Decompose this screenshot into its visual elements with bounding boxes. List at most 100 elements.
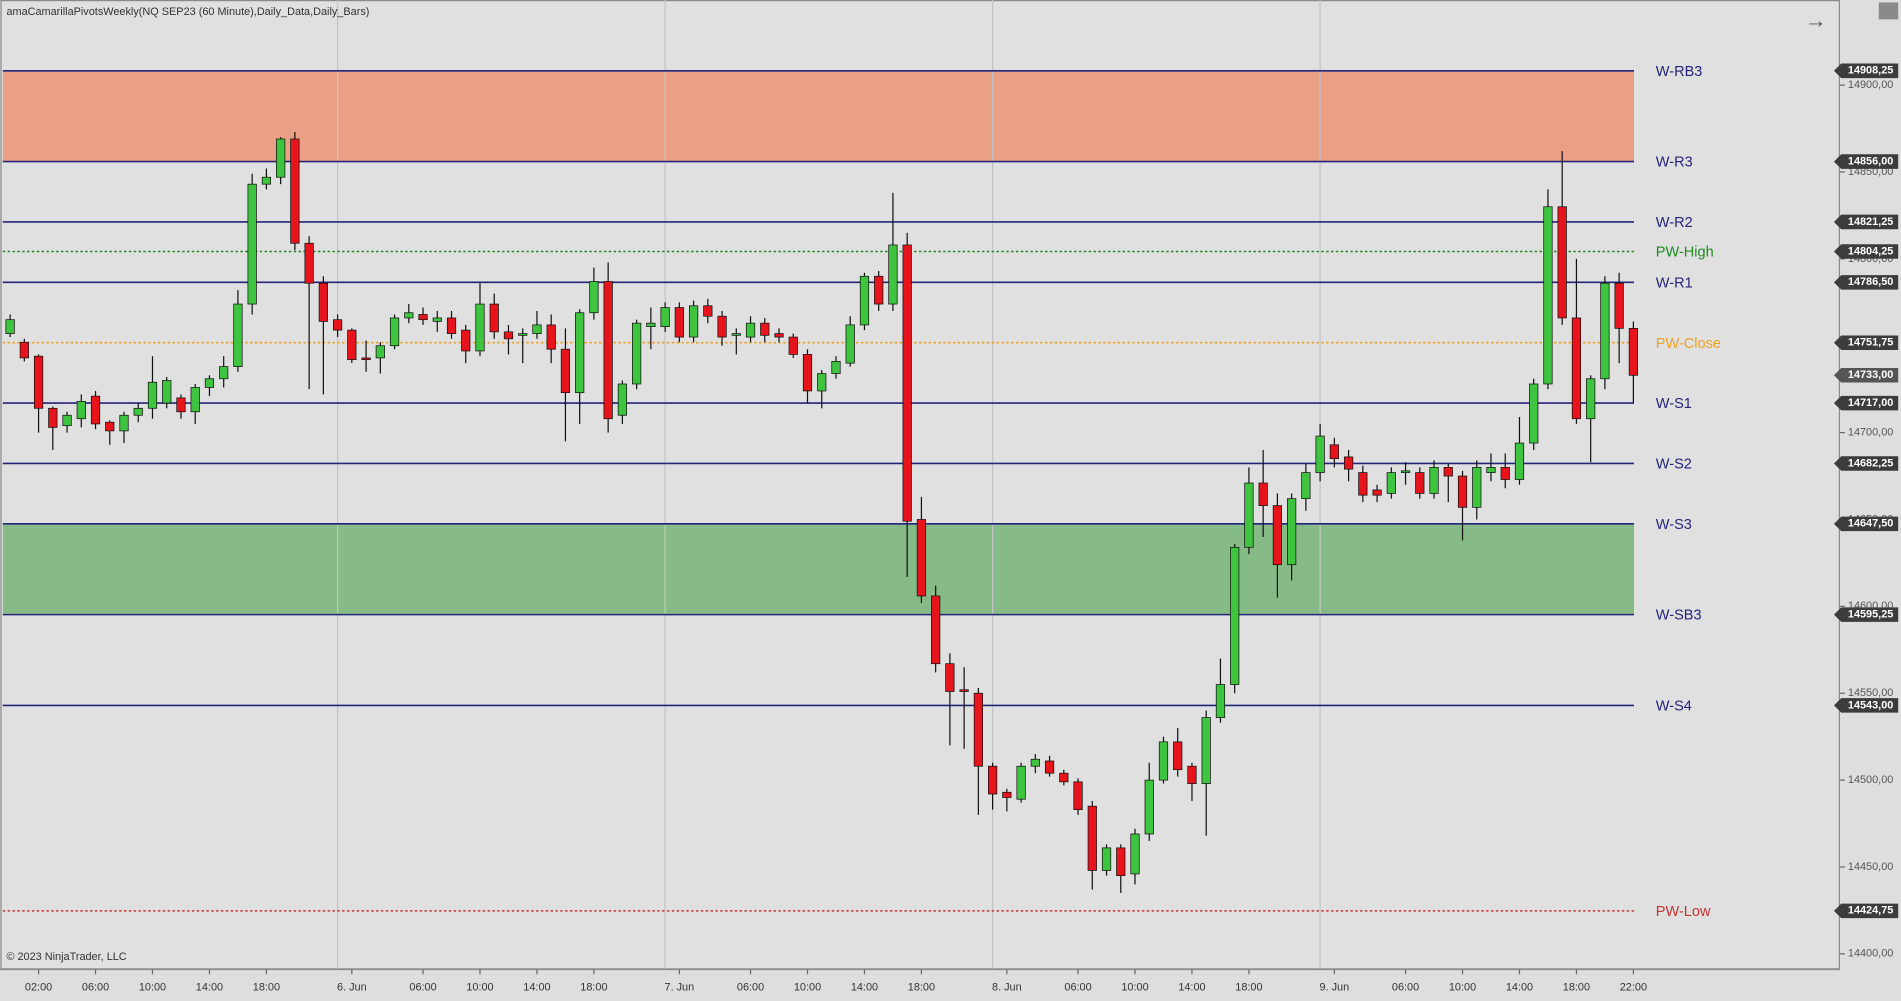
candle-body [1358, 472, 1368, 496]
candle-body [760, 322, 770, 336]
pivot-name: W-S2 [1656, 457, 1692, 473]
candle-body [845, 324, 855, 364]
candle-body [1614, 282, 1624, 329]
candle-body [688, 305, 699, 338]
pivot-value-marker [1833, 244, 1899, 259]
menu-button[interactable] [1878, 2, 1899, 20]
x-tick-label: 8. Jun [992, 982, 1022, 994]
candle-body [90, 395, 101, 425]
candle-body [518, 333, 528, 336]
candle-body [945, 663, 955, 692]
candle-body [1472, 467, 1482, 508]
candle-body [1016, 765, 1026, 800]
candle-body [788, 336, 798, 355]
candle-body [1343, 456, 1354, 470]
candle-body [1514, 442, 1525, 480]
y-tick-label: 14700,00 [1848, 426, 1893, 438]
pivot-value-marker [1833, 607, 1899, 622]
candle-body [546, 324, 556, 350]
pivot-value-marker [1833, 275, 1899, 290]
candle-body [19, 341, 29, 359]
candle-body [1272, 505, 1283, 566]
candle-body [404, 312, 414, 319]
candle-body [1557, 206, 1567, 319]
pivot-value-label: 14424,75 [1848, 905, 1893, 917]
candle-body [261, 176, 272, 185]
candle-body [105, 421, 115, 432]
pivot-value-label: 14804,25 [1848, 245, 1893, 257]
candle-body [219, 366, 229, 380]
candle-body [1173, 741, 1183, 771]
pivot-value-label: 14856,00 [1848, 155, 1893, 167]
x-tick-label: 02:00 [25, 982, 52, 994]
candles [5, 132, 1638, 894]
pivot-value-marker [1833, 456, 1899, 471]
candle-body [1372, 489, 1382, 496]
candle-body [916, 519, 927, 597]
candle-body [190, 387, 200, 413]
candle-body [276, 138, 286, 178]
candle-body [1600, 282, 1610, 380]
pivot-value-marker [1833, 516, 1899, 532]
x-tick-label: 6. Jun [337, 982, 367, 994]
candle-body [247, 183, 257, 305]
candle-body [1230, 546, 1240, 685]
candle-body [1044, 760, 1055, 774]
x-tick-label: 18:00 [1235, 982, 1262, 994]
pivot-value-marker [1833, 698, 1899, 713]
candle-body [119, 414, 129, 432]
candle-body [817, 373, 827, 392]
pivot-value-label: 14543,00 [1848, 699, 1893, 711]
candle-body [1258, 482, 1268, 506]
candle-body [745, 322, 756, 338]
x-tick-label: 14:00 [523, 982, 550, 994]
candle-body [859, 275, 870, 326]
candle-body [1002, 791, 1012, 798]
candle-body [176, 397, 186, 413]
scroll-arrow[interactable]: → [1805, 8, 1827, 33]
pivot-value-label: 14682,25 [1848, 457, 1893, 469]
x-tick-label: 10:00 [139, 982, 166, 994]
candle-body [204, 378, 215, 388]
candle-body [959, 689, 969, 692]
candle-body [674, 307, 684, 338]
candle-body [1415, 472, 1425, 494]
candle-body [1144, 779, 1154, 835]
candle-body [361, 357, 371, 361]
x-tick-label: 18:00 [1563, 982, 1590, 994]
pivot-name: W-S1 [1656, 396, 1692, 412]
candle-body [617, 383, 627, 416]
pivot-value-marker [1833, 903, 1899, 919]
y-tick-label: 14850,00 [1848, 166, 1893, 178]
last-price-label: 14733,00 [1848, 369, 1893, 381]
candle-body [902, 244, 912, 522]
candle-body [1329, 444, 1339, 460]
pivot-value-label: 14908,25 [1848, 65, 1893, 77]
pivot-name: W-RB3 [1656, 64, 1703, 80]
candle-body [532, 324, 542, 334]
zones [2, 70, 1634, 615]
candle-body [1130, 833, 1140, 875]
candle-body [1244, 482, 1254, 548]
pivot-name: W-S4 [1656, 698, 1692, 714]
candle-body [1187, 765, 1197, 784]
pivot-value-marker [1833, 335, 1899, 350]
candle-body [1059, 772, 1069, 783]
levels: W-RB3 W-R3 W-R2 PW-High W-R1 PW-Close W-S1 W-S2… [2, 64, 1721, 920]
candle-body [332, 319, 343, 331]
pivot-name: PW-Close [1656, 336, 1721, 352]
candle-body [603, 281, 613, 420]
candle-body [162, 380, 172, 404]
candle-body [1457, 475, 1468, 508]
pivot-name: W-S3 [1656, 517, 1692, 533]
pivot-zone [2, 70, 1634, 162]
candle-body [717, 315, 727, 338]
x-tick-label: 9. Jun [1320, 982, 1350, 994]
candle-body [475, 303, 485, 352]
candle-body [5, 319, 15, 334]
x-tick-label: 18:00 [253, 982, 280, 994]
pivot-value-label: 14647,50 [1848, 518, 1893, 530]
chart-title: amaCamarillaPivotsWeekly(NQ SEP23 (60 Mi… [6, 6, 369, 18]
candle-body [1101, 847, 1112, 871]
